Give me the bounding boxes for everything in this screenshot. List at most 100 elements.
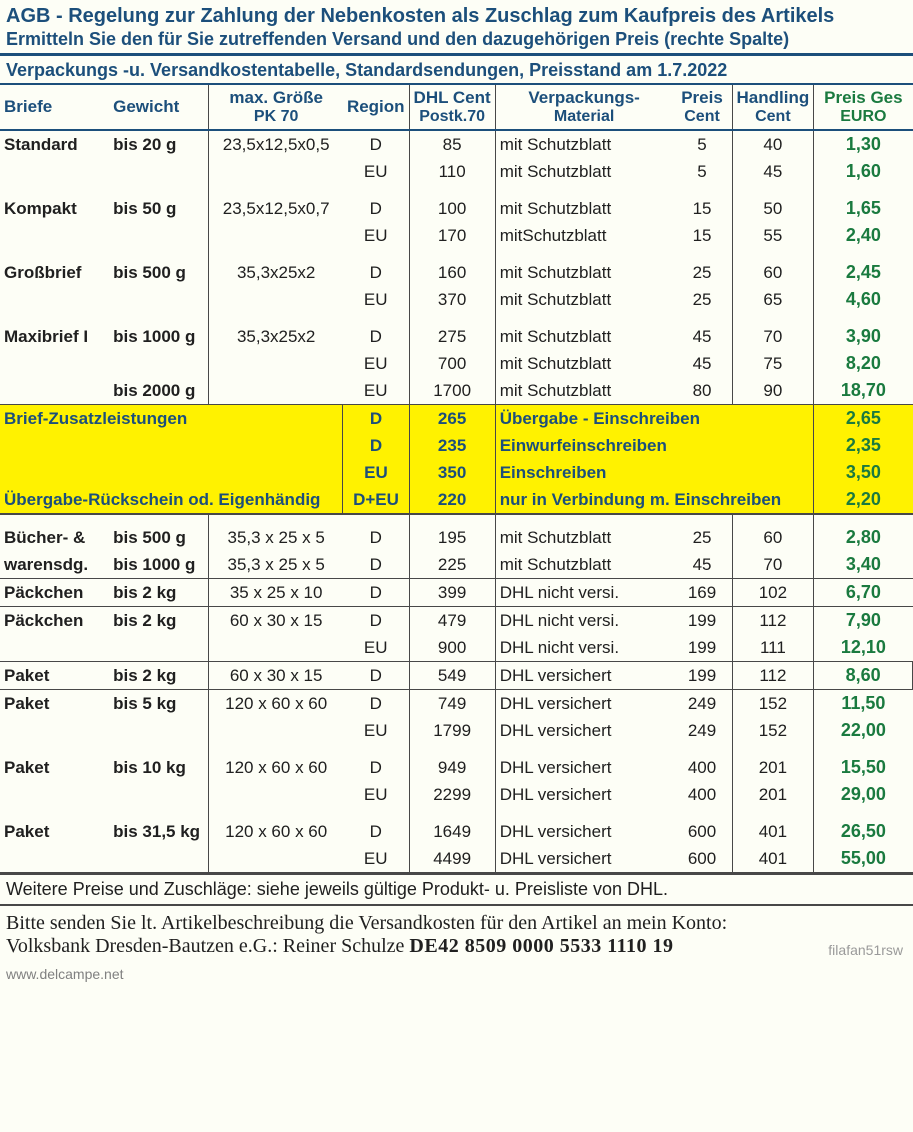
table-row xyxy=(0,744,913,754)
bank-info: Bitte senden Sie lt. Artikelbeschreibung… xyxy=(0,906,913,962)
cell-groesse: 120 x 60 x 60 xyxy=(209,754,343,781)
spacer-cell xyxy=(732,249,814,259)
cell-groesse-value: 60 x 30 x 15 xyxy=(230,666,323,685)
table-row: Päckchenbis 2 kg35 x 25 x 10D399DHL nich… xyxy=(0,579,913,607)
cell-briefe-value: Bücher- & xyxy=(4,528,85,547)
cell-groesse: 35,3 x 25 x 5 xyxy=(209,551,343,579)
subtitle: Verpackungs -u. Versandkostentabelle, St… xyxy=(0,56,913,85)
bank-line-1: Bitte senden Sie lt. Artikelbeschreibung… xyxy=(6,912,907,935)
cell-handl-value: 201 xyxy=(759,758,787,777)
cell-mat-value: DHL versichert xyxy=(500,849,612,868)
table-row-highlight: D235Einwurfeinschreiben2,35 xyxy=(0,432,913,459)
cell-mat: mit Schutzblatt xyxy=(495,551,672,579)
spacer-cell xyxy=(409,514,495,524)
cell-region: EU xyxy=(343,350,409,377)
cell-preisc-value: 80 xyxy=(693,381,712,400)
cell-briefe xyxy=(0,781,109,808)
cell-handl-value: 201 xyxy=(759,785,787,804)
table-row: Päckchenbis 2 kg60 x 30 x 15D479DHL nich… xyxy=(0,607,913,635)
spacer-cell xyxy=(209,185,343,195)
cell-gewicht xyxy=(109,350,209,377)
cell-groesse: 35 x 25 x 10 xyxy=(209,579,343,607)
spacer-cell xyxy=(814,744,913,754)
cell-gewicht: bis 500 g xyxy=(109,524,209,551)
table-row: EU110mit Schutzblatt5451,60 xyxy=(0,158,913,185)
cell-mat: mit Schutzblatt xyxy=(495,286,672,313)
cell-dhl: 370 xyxy=(409,286,495,313)
cell-mat: Einwurfeinschreiben xyxy=(495,432,814,459)
cell-handl-value: 70 xyxy=(763,327,782,346)
cell-region-value: D xyxy=(370,611,382,630)
cell-handl: 152 xyxy=(732,690,814,718)
cell-ges-value: 11,50 xyxy=(841,693,885,713)
cell-groesse xyxy=(209,158,343,185)
cell-region: D xyxy=(343,130,409,158)
cell-region: EU xyxy=(343,377,409,405)
cell-ges-value: 8,20 xyxy=(846,353,881,373)
cell-gewicht xyxy=(109,286,209,313)
cell-gewicht: bis 31,5 kg xyxy=(109,818,209,845)
cell-region: D xyxy=(343,662,409,690)
cell-ges-value: 3,40 xyxy=(846,554,881,574)
cell-mat-value: DHL versichert xyxy=(500,822,612,841)
cell-ges-value: 26,50 xyxy=(841,821,886,841)
table-row-highlight: EU350 Einschreiben3,50 xyxy=(0,459,913,486)
cell-mat: DHL nicht versi. xyxy=(495,579,672,607)
cell-handl: 201 xyxy=(732,781,814,808)
cell-gewicht xyxy=(109,717,209,744)
cell-dhl: 549 xyxy=(409,662,495,690)
cell-gewicht-value: bis 50 g xyxy=(113,199,176,218)
spacer-cell xyxy=(495,249,672,259)
cell-mat-value: DHL nicht versi. xyxy=(500,611,619,630)
spacer-cell xyxy=(0,249,209,259)
cell-groesse xyxy=(209,350,343,377)
th-mat-label: Verpackungs- xyxy=(528,88,640,107)
cell-dhl: 220 xyxy=(409,486,495,514)
spacer-cell xyxy=(495,514,672,524)
cell-preisc-value: 249 xyxy=(688,694,716,713)
table-row: bis 2000 gEU1700mit Schutzblatt809018,70 xyxy=(0,377,913,405)
cell-groesse: 60 x 30 x 15 xyxy=(209,607,343,635)
cell-briefe-value: Paket xyxy=(4,694,49,713)
cell-gewicht: bis 10 kg xyxy=(109,754,209,781)
cell-ges-value: 7,90 xyxy=(846,610,881,630)
cell-preisc-value: 15 xyxy=(693,199,712,218)
cell-briefe: Päckchen xyxy=(0,579,109,607)
cell-ges-value: 1,30 xyxy=(846,134,881,154)
cell-dhl-value: 2299 xyxy=(433,785,471,804)
cell-gewicht: bis 2 kg xyxy=(109,579,209,607)
cell-gewicht-value: bis 500 g xyxy=(113,528,186,547)
cell-ges: 1,65 xyxy=(814,195,913,222)
cell-briefe: Maxibrief I xyxy=(0,323,109,350)
table-row: EU2299DHL versichert40020129,00 xyxy=(0,781,913,808)
table-row: Paketbis 31,5 kg120 x 60 x 60D1649DHL ve… xyxy=(0,818,913,845)
cell-region: D xyxy=(343,818,409,845)
cell-groesse-value: 35,3 x 25 x 5 xyxy=(227,528,324,547)
cell-dhl: 350 xyxy=(409,459,495,486)
cell-handl-value: 152 xyxy=(759,721,787,740)
table-row: Bücher- &bis 500 g35,3 x 25 x 5D195mit S… xyxy=(0,524,913,551)
cell-preisc-value: 400 xyxy=(688,785,716,804)
cell-briefe: Großbrief xyxy=(0,259,109,286)
cell-preisc-value: 25 xyxy=(693,290,712,309)
cell-region-value: EU xyxy=(364,721,388,740)
table-row-highlight: Brief-ZusatzleistungenD265Übergabe - Ein… xyxy=(0,405,913,433)
cell-highlight-label xyxy=(0,432,343,459)
cell-mat-value: mit Schutzblatt xyxy=(500,199,612,218)
price-table: Briefe Gewicht max. Größe PK 70 Region D… xyxy=(0,85,913,873)
cell-region-value: D xyxy=(370,822,382,841)
cell-mat: Übergabe - Einschreiben xyxy=(495,405,814,433)
cell-ges-value: 18,70 xyxy=(841,380,886,400)
cell-ges: 55,00 xyxy=(814,845,913,873)
cell-preisc: 249 xyxy=(673,690,732,718)
cell-mat: mitSchutzblatt xyxy=(495,222,672,249)
cell-preisc-value: 249 xyxy=(688,721,716,740)
cell-region: EU xyxy=(343,158,409,185)
th-handl-label: Handling xyxy=(737,88,810,107)
cell-region: EU xyxy=(343,845,409,873)
cell-mat: mit Schutzblatt xyxy=(495,524,672,551)
cell-region-value: D xyxy=(370,666,382,685)
spacer-cell xyxy=(0,514,209,524)
cell-preisc: 15 xyxy=(673,222,732,249)
table-row-highlight: Übergabe-Rückschein od. EigenhändigD+EU2… xyxy=(0,486,913,514)
